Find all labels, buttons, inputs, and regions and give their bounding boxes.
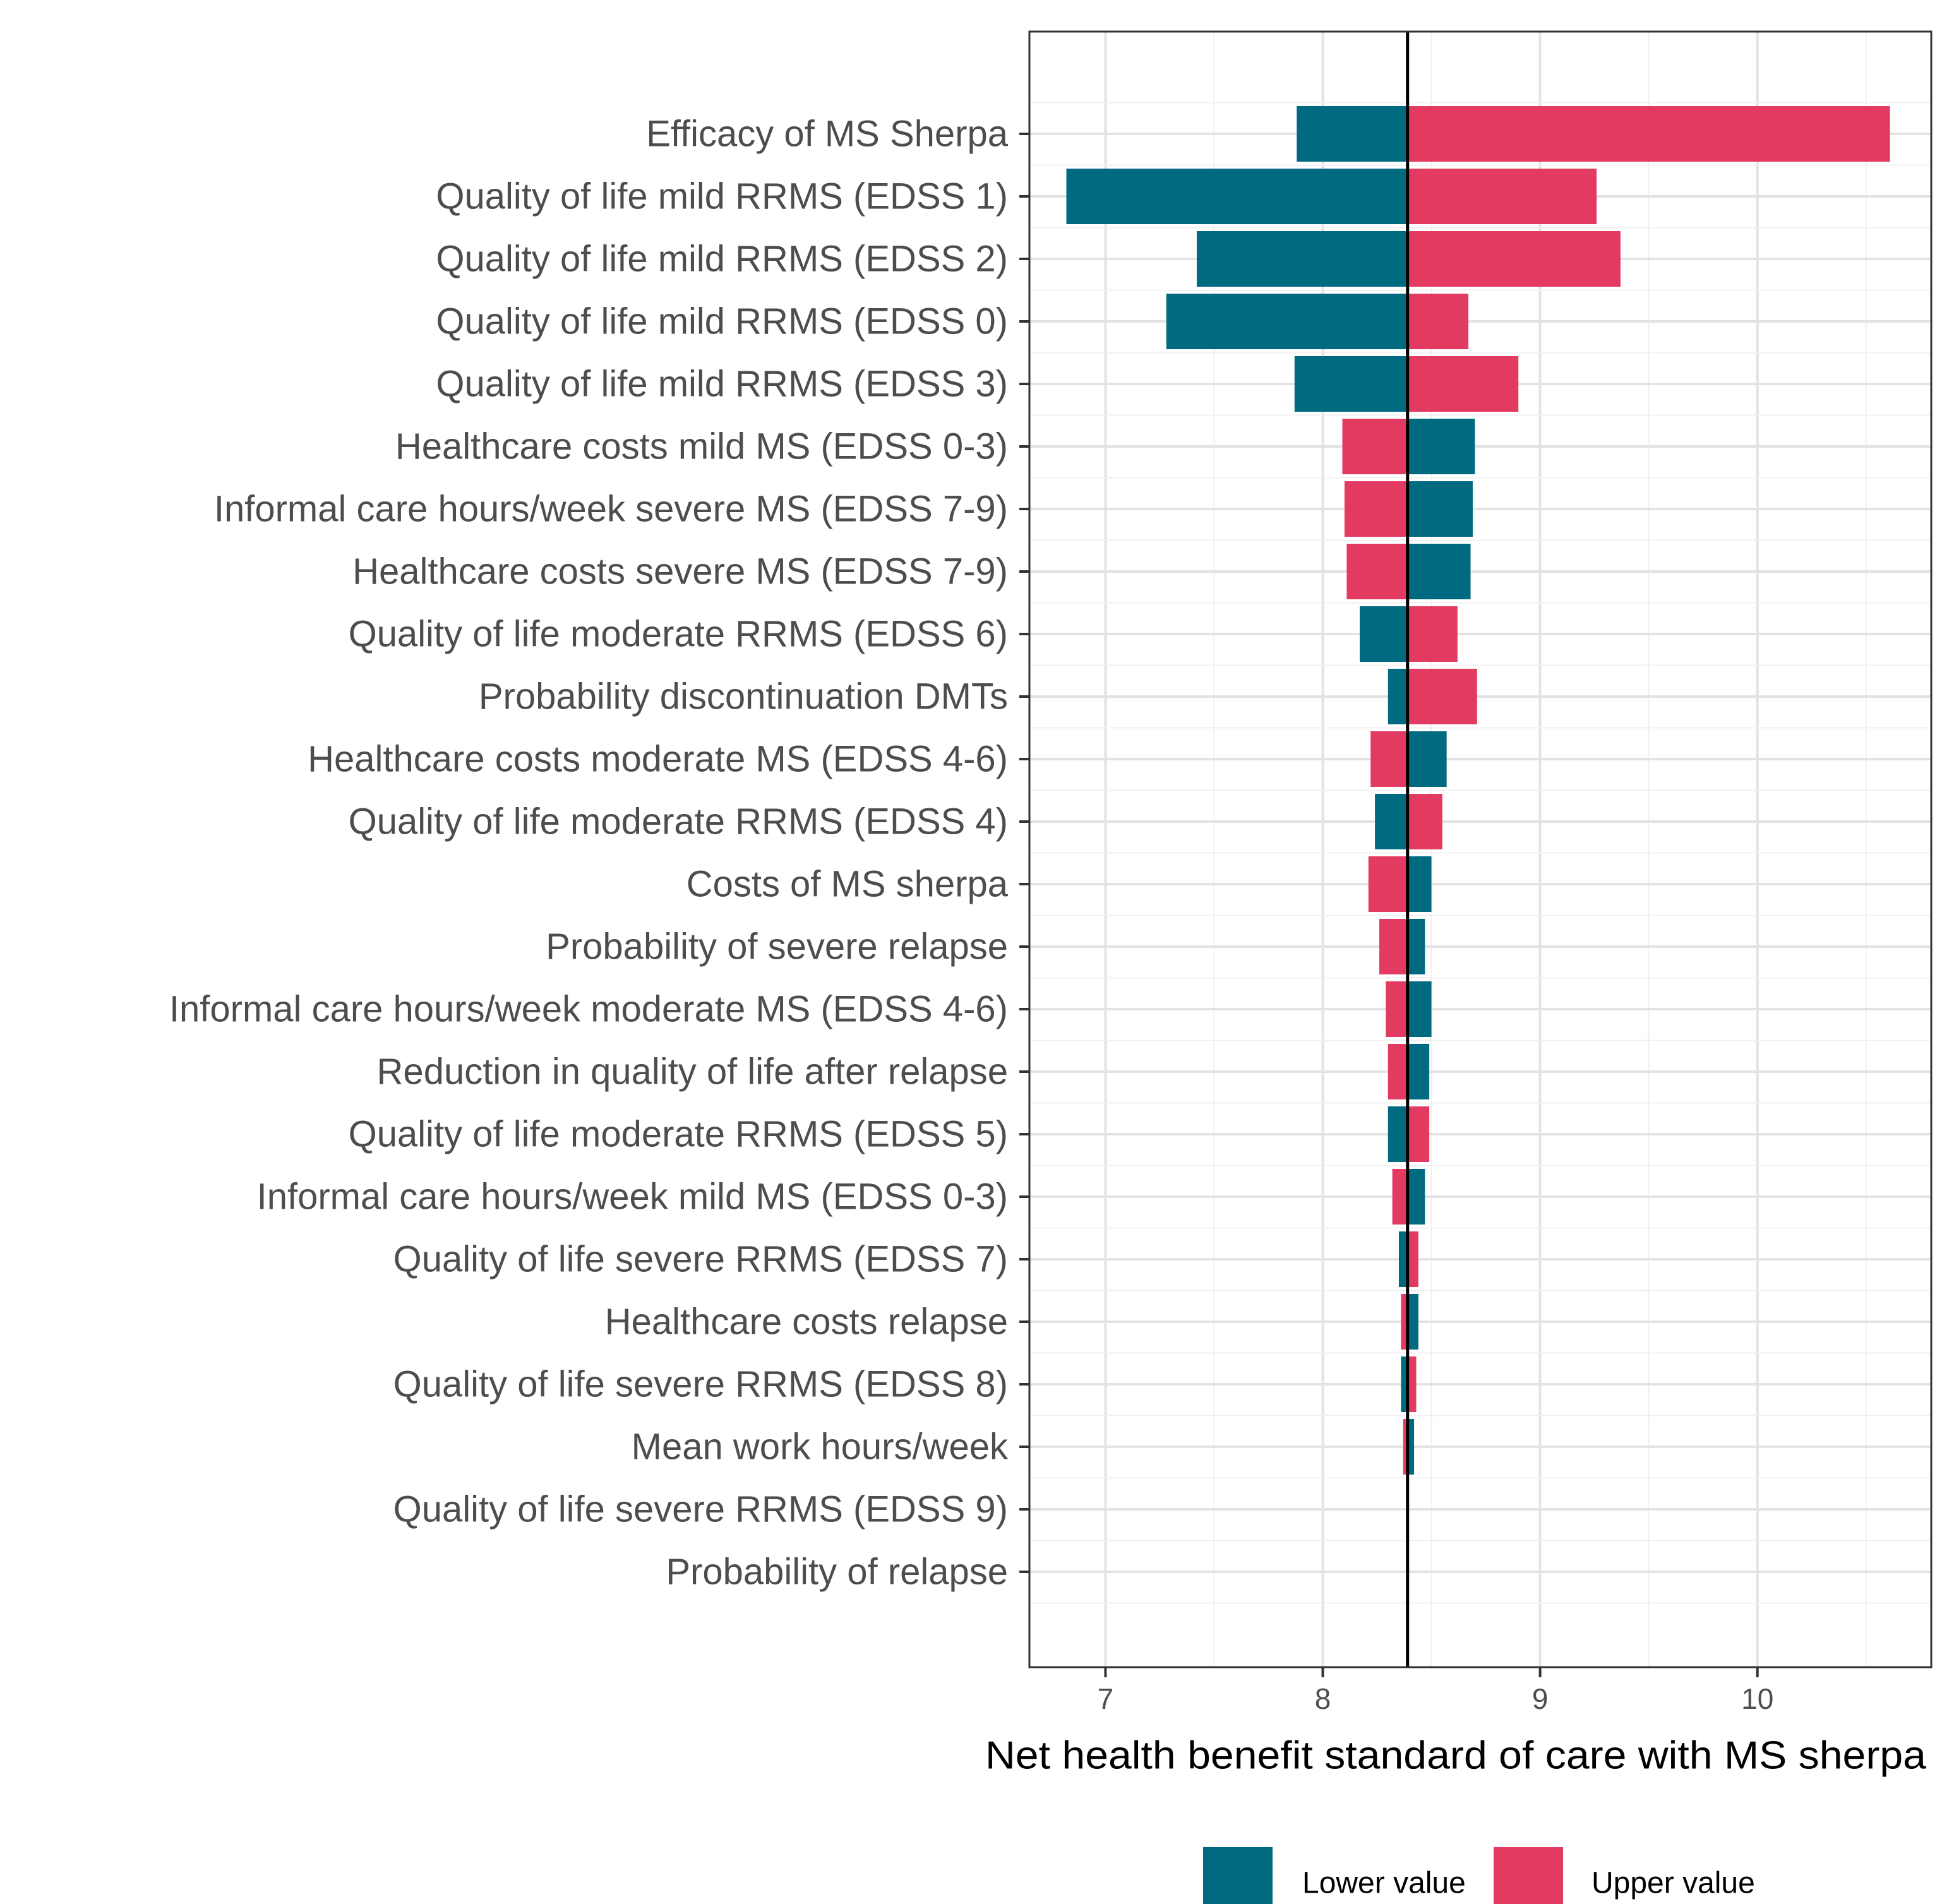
y-tick-label: Informal care hours/week severe MS (EDSS…: [214, 489, 1008, 530]
y-tick-label: Probability of severe relapse: [546, 926, 1008, 967]
bar-upper-value: [1407, 294, 1469, 349]
bar-lower-value: [1407, 919, 1425, 974]
y-tick-label: Quality of life mild RRMS (EDSS 3): [436, 364, 1008, 405]
bar-upper-value: [1386, 981, 1408, 1037]
y-tick-label: Quality of life moderate RRMS (EDSS 6): [349, 614, 1008, 655]
bar-upper-value: [1407, 356, 1519, 412]
y-tick-label: Quality of life mild RRMS (EDSS 0): [436, 301, 1008, 342]
bar-upper-value: [1388, 1044, 1408, 1099]
x-tick-label: 10: [1741, 1682, 1773, 1715]
y-axis: Efficacy of MS Sherpa Quality of life mil…: [169, 114, 1029, 1593]
y-tick-label: Healthcare costs moderate MS (EDSS 4-6): [308, 739, 1008, 780]
y-tick-label: Mean work hours/week: [632, 1427, 1009, 1468]
bar-upper-value: [1407, 669, 1477, 724]
bar-lower-value: [1066, 169, 1408, 224]
y-tick-label: Quality of life severe RRMS (EDSS 8): [393, 1364, 1008, 1405]
bar-lower-value: [1196, 231, 1408, 287]
bar-lower-value: [1294, 356, 1408, 412]
bar-lower-value: [1407, 856, 1432, 912]
y-tick-label: Quality of life moderate RRMS (EDSS 4): [349, 801, 1008, 842]
bar-upper-value: [1407, 231, 1621, 287]
bar-lower-value: [1401, 1356, 1408, 1412]
legend-swatch-lower-value: [1203, 1847, 1273, 1904]
bar-lower-value: [1388, 669, 1408, 724]
legend-label-lower-value: Lower value: [1302, 1867, 1466, 1900]
y-tick-label: Quality of life mild RRMS (EDSS 1): [436, 176, 1008, 217]
x-tick-label: 9: [1532, 1682, 1549, 1715]
bar-upper-value: [1403, 1419, 1408, 1475]
bars: [1066, 106, 1890, 1475]
panel-border: [1028, 30, 1933, 1668]
bar-lower-value: [1407, 419, 1475, 474]
bar-upper-value: [1344, 481, 1408, 537]
y-tick-label: Healthcare costs severe MS (EDSS 7-9): [352, 551, 1008, 592]
bar-lower-value: [1388, 1106, 1408, 1162]
y-tick-label: Probability of relapse: [666, 1552, 1008, 1593]
y-tick-label: Informal care hours/week moderate MS (ED…: [169, 989, 1008, 1030]
bar-lower-value: [1360, 606, 1408, 662]
bar-lower-value: [1407, 1419, 1415, 1475]
bar-lower-value: [1407, 481, 1473, 537]
y-tick-label: Quality of life moderate RRMS (EDSS 5): [349, 1114, 1008, 1155]
y-tick-label: Quality of life mild RRMS (EDSS 2): [436, 239, 1008, 280]
bar-upper-value: [1401, 1294, 1408, 1350]
bar-upper-value: [1407, 169, 1597, 224]
y-tick-label: Quality of life severe RRMS (EDSS 9): [393, 1489, 1008, 1530]
bar-lower-value: [1407, 1169, 1425, 1224]
bar-upper-value: [1407, 1356, 1417, 1412]
legend: Lower value Upper value: [1203, 1847, 1755, 1904]
legend-swatch-upper-value: [1494, 1847, 1563, 1904]
y-tick-label: Healthcare costs relapse: [605, 1302, 1008, 1343]
bar-upper-value: [1346, 544, 1408, 599]
bar-upper-value: [1407, 606, 1458, 662]
bar-upper-value: [1407, 1106, 1430, 1162]
y-tick-label: Costs of MS sherpa: [686, 864, 1009, 905]
bar-upper-value: [1407, 794, 1442, 849]
y-tick-label: Probability discontinuation DMTs: [479, 676, 1008, 717]
bar-upper-value: [1342, 419, 1408, 474]
x-tick-label: 8: [1315, 1682, 1331, 1715]
legend-label-upper-value: Upper value: [1591, 1867, 1755, 1900]
bar-lower-value: [1407, 981, 1432, 1037]
y-tick-label: Informal care hours/week mild MS (EDSS 0…: [257, 1177, 1008, 1218]
bar-lower-value: [1407, 1044, 1430, 1099]
bar-lower-value: [1398, 1231, 1408, 1287]
bar-upper-value: [1370, 731, 1408, 787]
x-axis: 7 8 9 10: [1098, 1667, 1773, 1715]
bar-lower-value: [1166, 294, 1408, 349]
bar-lower-value: [1407, 731, 1447, 787]
bar-lower-value: [1407, 1294, 1418, 1350]
bar-lower-value: [1375, 794, 1408, 849]
bar-upper-value: [1368, 856, 1408, 912]
y-tick-label: Reduction in quality of life after relap…: [377, 1051, 1008, 1093]
y-tick-label: Healthcare costs mild MS (EDSS 0-3): [395, 426, 1008, 467]
x-tick-label: 7: [1098, 1682, 1114, 1715]
bar-upper-value: [1379, 919, 1408, 974]
y-tick-label: Quality of life severe RRMS (EDSS 7): [393, 1239, 1008, 1280]
bar-upper-value: [1407, 1231, 1418, 1287]
bar-upper-value: [1407, 106, 1890, 162]
y-tick-label: Efficacy of MS Sherpa: [646, 114, 1008, 155]
bar-lower-value: [1297, 106, 1408, 162]
bar-lower-value: [1407, 544, 1471, 599]
bar-upper-value: [1392, 1169, 1408, 1224]
x-axis-title: Net health benefit standard of care with…: [985, 1734, 1927, 1778]
